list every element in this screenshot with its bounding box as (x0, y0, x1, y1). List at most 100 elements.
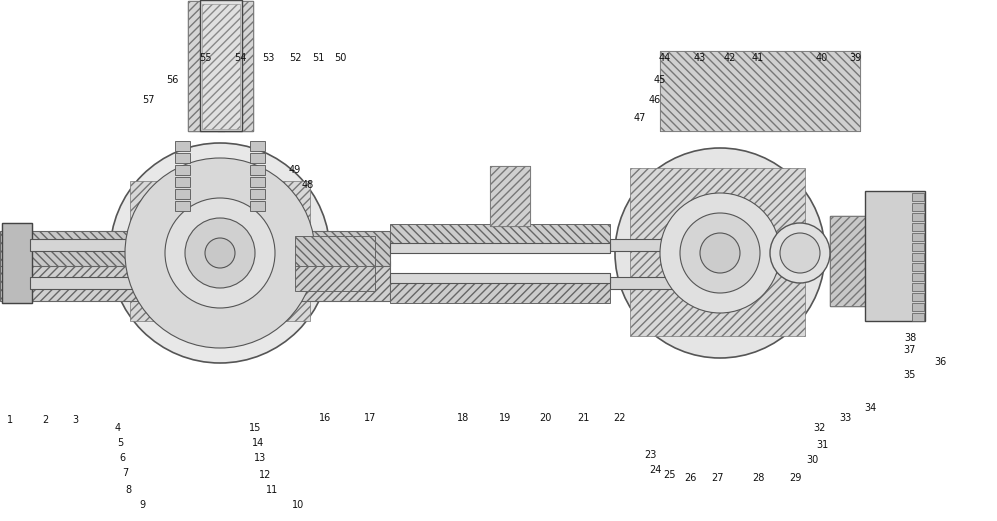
Text: 14: 14 (252, 438, 264, 448)
Text: 49: 49 (289, 165, 301, 175)
Bar (912, 213, 924, 221)
Bar (390, 283, 610, 303)
Text: 42: 42 (724, 53, 736, 63)
Text: 38: 38 (904, 333, 916, 343)
Bar (630, 168, 805, 336)
Bar (912, 193, 924, 201)
Circle shape (615, 148, 825, 358)
Text: 52: 52 (289, 53, 301, 63)
Text: 41: 41 (752, 53, 764, 63)
Text: 35: 35 (904, 370, 916, 380)
Bar (175, 153, 190, 163)
Circle shape (125, 158, 315, 348)
Bar (912, 223, 924, 231)
Bar (30, 239, 150, 251)
Text: 30: 30 (806, 455, 819, 465)
Text: 34: 34 (863, 403, 876, 413)
Bar (390, 273, 610, 283)
Bar (912, 263, 924, 271)
Text: 21: 21 (577, 413, 589, 423)
Text: 5: 5 (117, 438, 123, 448)
Bar (200, 0, 242, 131)
Bar (250, 201, 265, 211)
Bar (390, 224, 610, 244)
Text: 19: 19 (498, 413, 511, 423)
Text: 39: 39 (848, 53, 861, 63)
Bar (490, 166, 530, 226)
Text: 46: 46 (649, 95, 661, 105)
Bar (610, 277, 710, 289)
Bar (912, 233, 924, 241)
Text: 8: 8 (125, 485, 131, 495)
Bar (912, 313, 924, 321)
Text: 2: 2 (42, 415, 48, 425)
Text: 17: 17 (364, 413, 376, 423)
Text: 13: 13 (254, 453, 266, 463)
Text: 40: 40 (816, 53, 829, 63)
Bar (830, 216, 870, 306)
Text: 56: 56 (166, 75, 178, 85)
Text: 55: 55 (198, 53, 211, 63)
Bar (175, 141, 190, 151)
Text: 3: 3 (72, 415, 78, 425)
Text: 48: 48 (302, 180, 314, 190)
Bar (250, 177, 265, 187)
Bar (912, 243, 924, 251)
Bar (295, 236, 375, 266)
Text: 57: 57 (142, 95, 155, 105)
Text: 51: 51 (312, 53, 324, 63)
Text: 31: 31 (816, 440, 829, 450)
Text: 50: 50 (334, 53, 346, 63)
Bar (660, 51, 860, 131)
Circle shape (205, 238, 235, 268)
Text: 26: 26 (684, 473, 696, 483)
Text: 28: 28 (752, 473, 764, 483)
Circle shape (680, 213, 760, 293)
Text: 6: 6 (119, 453, 125, 463)
Bar (202, 4, 240, 129)
Circle shape (700, 233, 740, 273)
Bar (610, 239, 710, 251)
Text: 27: 27 (712, 473, 724, 483)
Text: 47: 47 (634, 113, 646, 123)
Bar (175, 201, 190, 211)
Bar (912, 293, 924, 301)
Text: 18: 18 (457, 413, 470, 423)
Bar (250, 141, 265, 151)
Text: 23: 23 (644, 450, 656, 460)
Bar (912, 253, 924, 261)
Bar (30, 277, 150, 289)
Bar (175, 189, 190, 199)
Bar (188, 1, 253, 131)
Text: 16: 16 (319, 413, 331, 423)
Bar (912, 273, 924, 281)
Bar (0, 261, 390, 301)
Text: 22: 22 (614, 413, 626, 423)
Bar (912, 303, 924, 311)
Bar (490, 166, 530, 226)
Text: 44: 44 (659, 53, 671, 63)
Bar (912, 283, 924, 291)
Text: 32: 32 (814, 423, 827, 433)
Circle shape (660, 193, 780, 313)
Bar (865, 191, 925, 321)
Bar (700, 71, 800, 131)
Text: 11: 11 (266, 485, 278, 495)
Bar (912, 203, 924, 211)
Text: 25: 25 (664, 470, 676, 480)
Bar (390, 243, 610, 253)
Text: 43: 43 (694, 53, 706, 63)
Text: 37: 37 (904, 345, 916, 355)
Circle shape (185, 218, 255, 288)
Bar (700, 71, 800, 131)
Bar (175, 165, 190, 175)
Text: 53: 53 (262, 53, 274, 63)
Circle shape (110, 143, 330, 363)
Bar (295, 261, 375, 291)
Text: 24: 24 (649, 465, 661, 475)
Text: 33: 33 (838, 413, 851, 423)
Bar (830, 216, 870, 306)
Text: 10: 10 (292, 500, 304, 510)
Text: 7: 7 (122, 468, 129, 478)
Bar (130, 181, 310, 321)
